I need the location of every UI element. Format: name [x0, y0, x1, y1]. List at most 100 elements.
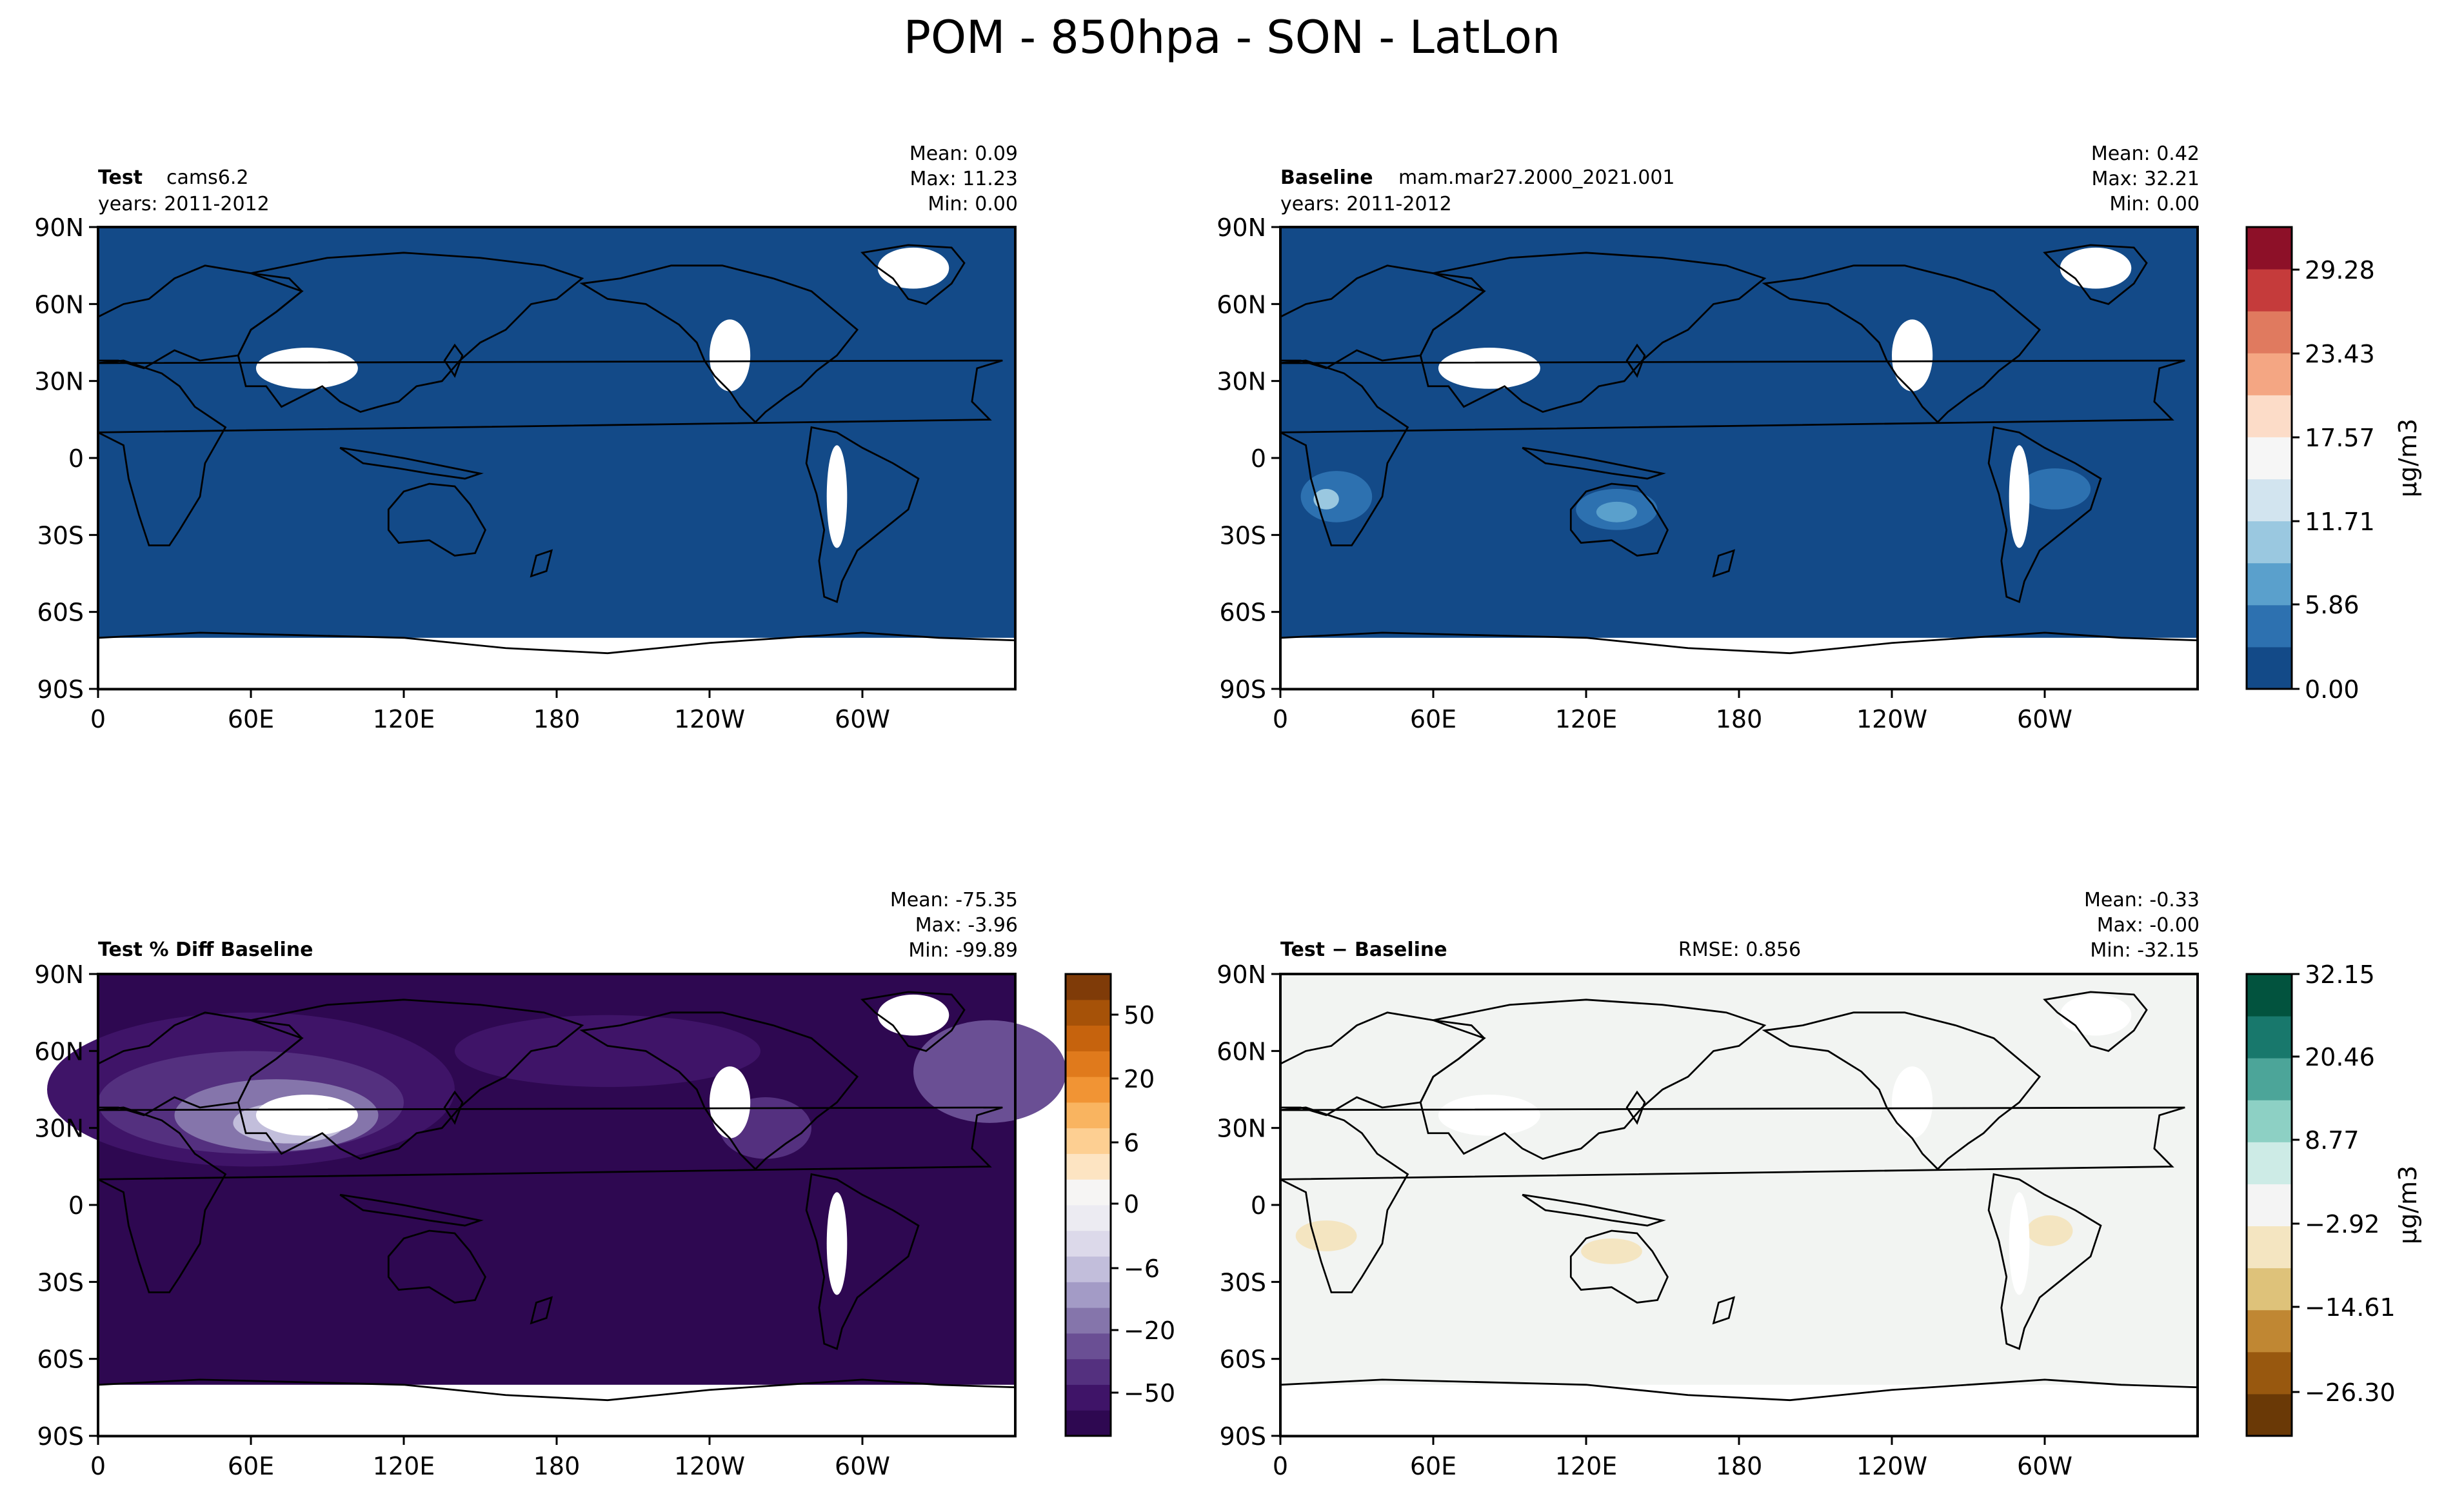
- colorbar-pct-swatch: [1066, 1153, 1111, 1180]
- map-diff-australia-neg: [1581, 1238, 1642, 1264]
- panel-pct-max: Max: -3.96: [915, 914, 1018, 937]
- lon-tick-label-diff: 60W: [2017, 1452, 2072, 1480]
- panel-baseline-min: Min: 0.00: [2109, 193, 2200, 215]
- colorbar-main-swatch: [2247, 437, 2292, 480]
- map-pct-tibet-mask: [255, 1095, 358, 1136]
- colorbar-diff-swatch: [2247, 1016, 2292, 1059]
- colorbar-pct-tick-label: −20: [1124, 1317, 1175, 1345]
- panel-baseline-label-bold: Baseline: [1280, 166, 1373, 189]
- lon-tick-label-diff: 60E: [1410, 1452, 1456, 1480]
- colorbar-main-swatch: [2247, 521, 2292, 564]
- lon-tick-label-pct: 0: [90, 1452, 106, 1480]
- panel-baseline: Baseline mam.mar27.2000_2021.001 years: …: [1279, 143, 2200, 691]
- lon-tick-label-baseline: 180: [1716, 705, 1763, 733]
- lat-tick-label-diff: 30N: [1217, 1115, 1266, 1143]
- map-test-andes-mask: [826, 445, 848, 548]
- colorbar-pct-swatch: [1066, 1307, 1111, 1334]
- map-test: [97, 226, 1017, 691]
- colorbar-main-tick-label: 17.57: [2305, 424, 2375, 452]
- map-baseline: [1279, 226, 2199, 691]
- map-test-rockies-mask: [710, 319, 751, 392]
- lon-tick-label-pct: 60E: [228, 1452, 274, 1480]
- colorbar-pct-swatch: [1066, 1077, 1111, 1103]
- panel-baseline-mean: Mean: 0.42: [2091, 143, 2200, 165]
- lon-tick-label-diff: 120W: [1856, 1452, 1927, 1480]
- panel-test-max: Max: 11.23: [909, 168, 1018, 190]
- map-baseline-samerica-high: [2019, 468, 2091, 510]
- colorbar-pct-swatch: [1066, 1256, 1111, 1282]
- colorbar-main-tick-label: 0.00: [2305, 675, 2360, 704]
- panel-diff-mean: Mean: -0.33: [2084, 889, 2200, 911]
- map-pct-andes-mask: [826, 1192, 848, 1295]
- lat-tick-label-test: 60N: [34, 290, 84, 319]
- lon-tick-label-diff: 120E: [1555, 1452, 1618, 1480]
- panel-test: Test cams6.2 years: 2011-2012 Mean: 0.09…: [97, 143, 1018, 691]
- colorbar-pct-swatch: [1066, 974, 1111, 1000]
- colorbar-main-tick-label: 5.86: [2305, 591, 2360, 619]
- lon-tick-label-test: 60W: [835, 705, 890, 733]
- colorbar-main-swatch: [2247, 311, 2292, 353]
- colorbar-diff-swatch: [2247, 1267, 2292, 1311]
- map-pct-antarctic-mask: [98, 1384, 1015, 1436]
- colorbar-pct-swatch: [1066, 1410, 1111, 1436]
- colorbar-pct-swatch: [1066, 1230, 1111, 1257]
- lat-tick-label-pct: 30S: [37, 1268, 84, 1297]
- lat-tick-label-test: 60S: [37, 599, 84, 627]
- map-baseline-australia-peak: [1596, 501, 1637, 522]
- colorbar-diff-swatch: [2247, 1058, 2292, 1100]
- colorbar-diff-tick-label: 20.46: [2305, 1043, 2375, 1071]
- colorbar-pct-tick-label: 20: [1124, 1065, 1155, 1093]
- map-baseline-africa-peak: [1313, 488, 1339, 510]
- map-diff-tibet-mask: [1438, 1095, 1540, 1136]
- lat-tick-label-pct: 30N: [34, 1115, 84, 1143]
- colorbar-diff-swatch: [2247, 1226, 2292, 1269]
- colorbar-pct-swatch: [1066, 1384, 1111, 1411]
- colorbar-pct-swatch: [1066, 999, 1111, 1026]
- colorbar-diff-swatch: [2247, 1100, 2292, 1142]
- map-test-tibet-mask: [255, 348, 358, 389]
- panel-diff-min: Min: -32.15: [2090, 939, 2200, 962]
- colorbar-main: 0.00 5.86 11.71 17.57 23.43 29.28 μg/m3: [2245, 226, 2422, 704]
- colorbar-diff-unit-label: μg/m3: [2394, 1166, 2422, 1244]
- lon-tick-label-test: 120W: [674, 705, 745, 733]
- lat-tick-label-baseline: 0: [1251, 444, 1266, 473]
- colorbar-diff-tick-label: 8.77: [2305, 1126, 2360, 1155]
- colorbar-pct-swatch: [1066, 1358, 1111, 1385]
- colorbar-diff-tick-label: 32.15: [2305, 960, 2375, 989]
- map-axes: 90N 60N 30N 0 30S 60S 90S 0 60E 120E 180 120W 60W 90N…: [34, 214, 2072, 1480]
- lat-tick-label-baseline: 90N: [1217, 214, 1266, 242]
- map-pct-band-7: [455, 1015, 760, 1088]
- lat-tick-label-diff: 90N: [1217, 960, 1266, 989]
- colorbar-diff-tick-label: −14.61: [2305, 1293, 2396, 1322]
- panel-test-label-text: cams6.2: [166, 166, 248, 189]
- colorbar-diff-swatch: [2247, 1393, 2292, 1436]
- colorbar-diff-swatch: [2247, 1184, 2292, 1227]
- panel-test-years: years: 2011-2012: [98, 193, 270, 215]
- colorbar-diff-swatch: [2247, 1142, 2292, 1184]
- lon-tick-label-diff: 0: [1273, 1452, 1288, 1480]
- map-test-greenland-mask: [877, 247, 949, 289]
- panel-baseline-years: years: 2011-2012: [1280, 193, 1452, 215]
- map-baseline-antarctic-mask: [1280, 637, 2198, 690]
- lon-tick-label-pct: 120E: [373, 1452, 435, 1480]
- lat-tick-label-diff: 0: [1251, 1191, 1266, 1220]
- colorbar-main-tick-label: 29.28: [2305, 256, 2375, 284]
- map-test-field: [98, 227, 1015, 690]
- panel-pct-min: Min: -99.89: [908, 939, 1018, 962]
- lat-tick-label-baseline: 90S: [1220, 675, 1266, 704]
- lat-tick-label-pct: 0: [68, 1191, 84, 1220]
- map-pct: [47, 973, 1066, 1438]
- map-pct-greenland-mask: [877, 994, 949, 1036]
- colorbar-pct-tick-label: 6: [1124, 1129, 1139, 1157]
- map-baseline-greenland-mask: [2060, 247, 2132, 289]
- map-diff-africa-neg: [1295, 1220, 1357, 1251]
- lat-tick-label-test: 90N: [34, 214, 84, 242]
- panel-pct-mean: Mean: -75.35: [890, 889, 1018, 911]
- panel-test-mean: Mean: 0.09: [909, 143, 1018, 165]
- colorbar-main-tick-label: 11.71: [2305, 508, 2375, 536]
- lat-tick-label-diff: 60S: [1220, 1346, 1266, 1374]
- map-diff-antarctic-mask: [1280, 1384, 2198, 1436]
- map-pct-rockies-mask: [710, 1066, 751, 1138]
- lon-tick-label-test: 120E: [373, 705, 435, 733]
- lat-tick-label-pct: 90N: [34, 960, 84, 989]
